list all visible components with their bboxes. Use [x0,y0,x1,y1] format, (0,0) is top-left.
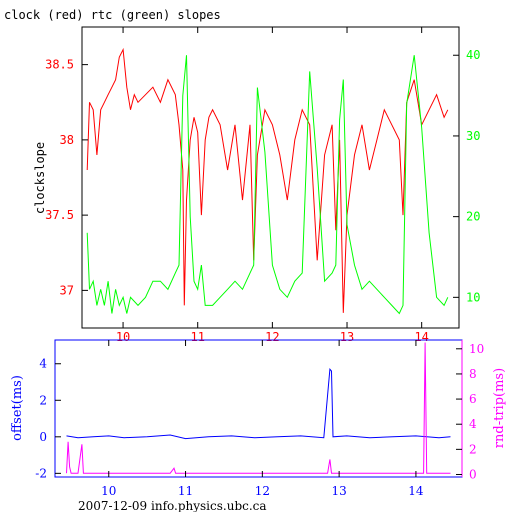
offset-x-tick-label: 14 [408,484,424,498]
slopes-x-tick-label: 11 [190,330,204,344]
slopes-plot-frame [81,26,460,329]
offset-y-tick-label-left: 4 [39,357,47,371]
slopes-x-tick-label: 10 [116,330,130,344]
offset-y-tick-label-left: -2 [35,466,47,480]
footer-text: 2007-12-09 info.physics.ubc.ca [78,499,267,512]
slopes-y-tick-label-left: 38.5 [45,58,74,72]
offset-y-tick-label-right: 4 [469,417,477,431]
slopes-ylabel: clockslope [33,142,47,214]
slopes-series-0-line [86,47,449,313]
slopes-x-tick-label: 12 [265,330,279,344]
slopes-x-tick-label: 13 [340,330,354,344]
offset-x-tick-label: 12 [255,484,270,498]
slopes-y-tick-label-right: 20 [466,210,480,224]
offset-y-tick-label-left: 0 [39,430,47,444]
slopes-y-tick-label-right: 10 [466,290,480,304]
offset-x-tick-label: 13 [331,484,346,498]
offset-series-0-line [66,367,451,440]
slopes-y-tick-label-left: 37 [60,283,74,297]
offset-y-tick-label-right: 10 [469,342,484,356]
offset-x-tick-label: 11 [178,484,193,498]
slopes-y-tick-label-right: 30 [466,129,480,143]
slopes-y-tick-label-left: 38 [60,133,74,147]
slopes-y-tick-label-right: 40 [466,48,480,62]
offset-y-tick-label-right: 6 [469,392,477,406]
slopes-series-1-line [86,55,449,315]
offset-y-tick-label-right: 0 [469,467,477,481]
offset-series-1-line [66,342,451,474]
slopes-x-tick-label: 14 [414,330,428,344]
offset-panel: offset(ms) rnd-trip(ms) 10 11 12 13 14 -2 0 2 4 0… [10,339,507,498]
offset-y-tick-label-left: 2 [39,393,47,407]
offset-y-tick-label-right: 8 [469,367,477,381]
chart-title: clock (red) rtc (green) slopes [4,8,221,22]
offset-x-tick-label: 10 [101,484,116,498]
slopes-panel: clockslope 10 11 12 13 14 37 37.5 38 38.5 10 20 30 4… [33,26,480,344]
offset-y-tick-label-right: 2 [469,442,477,456]
offset-plot-frame [54,339,463,478]
rndtrip-ylabel: rnd-trip(ms) [492,368,507,448]
slopes-y-tick-label-left: 37.5 [45,208,74,222]
offset-ylabel: offset(ms) [10,375,25,441]
